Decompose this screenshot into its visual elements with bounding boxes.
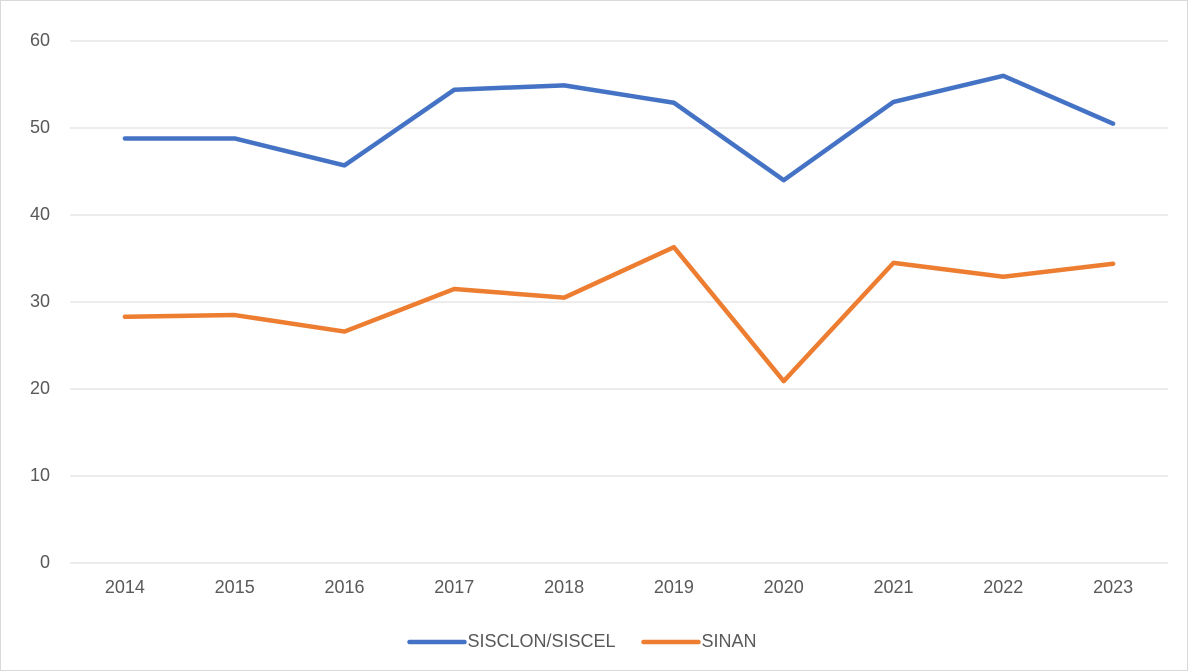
data-line — [122, 73, 1116, 183]
x-tick-label: 2015 — [215, 577, 255, 597]
legend-label: SINAN — [702, 631, 757, 651]
data-line — [122, 244, 1116, 384]
y-tick-label: 20 — [30, 378, 50, 398]
y-tick-label: 0 — [40, 552, 50, 572]
legend-label: SISCLON/SISCEL — [468, 631, 616, 651]
y-tick-label: 40 — [30, 204, 50, 224]
y-tick-label: 50 — [30, 117, 50, 137]
x-tick-label: 2019 — [654, 577, 694, 597]
y-tick-label: 60 — [30, 30, 50, 50]
x-tick-label: 2017 — [434, 577, 474, 597]
x-tick-label: 2016 — [324, 577, 364, 597]
x-tick-label: 2023 — [1093, 577, 1133, 597]
y-tick-label: 30 — [30, 291, 50, 311]
x-tick-label: 2018 — [544, 577, 584, 597]
x-tick-label: 2021 — [873, 577, 913, 597]
x-tick-label: 2022 — [983, 577, 1023, 597]
x-tick-label: 2014 — [105, 577, 145, 597]
x-tick-label: 2020 — [764, 577, 804, 597]
y-tick-label: 10 — [30, 465, 50, 485]
